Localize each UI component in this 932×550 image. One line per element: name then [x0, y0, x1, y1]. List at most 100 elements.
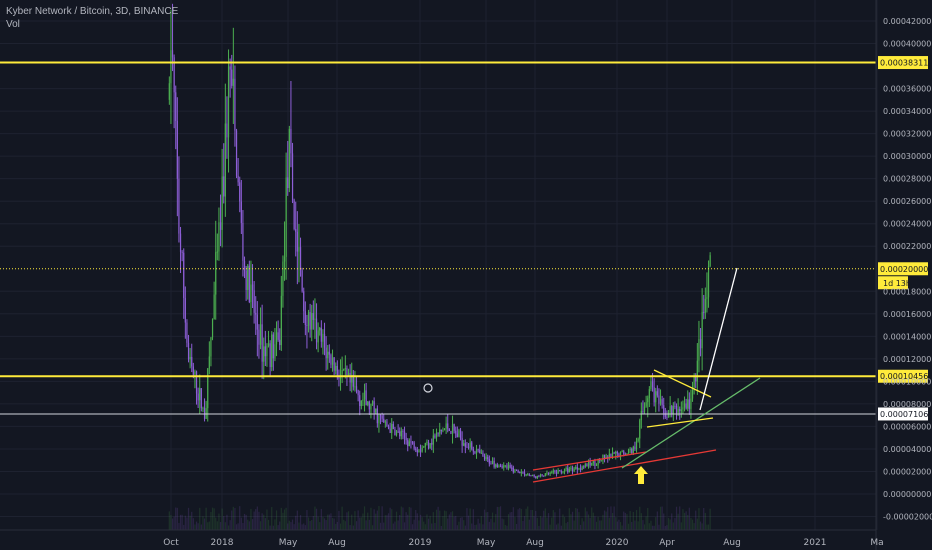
candle-body — [175, 92, 177, 121]
volume-bar — [255, 509, 257, 530]
volume-bar — [288, 520, 290, 530]
volume-bar — [615, 517, 617, 530]
volume-bar — [690, 517, 692, 530]
candle-body — [650, 381, 652, 390]
volume-bar — [562, 514, 564, 530]
candle-body — [231, 69, 233, 86]
price-tick-label: 0.00026000 — [883, 197, 931, 206]
candle-body — [239, 182, 241, 202]
volume-bar — [298, 522, 300, 530]
volume-bar — [231, 510, 233, 530]
candle-body — [344, 367, 346, 369]
candle-body — [461, 438, 463, 446]
volume-bar — [443, 510, 446, 530]
trend-lines[interactable] — [532, 267, 761, 483]
time-tick-label: 2021 — [804, 538, 827, 548]
volume-bar — [691, 519, 694, 530]
volume-bar — [343, 519, 345, 530]
horizontal-levels[interactable]: 0.00038311 0.00020000 0.00010456 0.00007106… — [0, 56, 928, 421]
candle-body — [255, 312, 257, 315]
volume-bar — [555, 524, 558, 530]
volume-bar — [499, 506, 502, 530]
candle-body — [370, 403, 372, 410]
candle-body — [347, 372, 350, 376]
volume-bar — [338, 510, 340, 530]
time-axis[interactable]: Oct 2018 May Aug 2019 May Aug 2020 Apr Aug 2021 Ma — [163, 538, 883, 548]
volume-bar — [698, 508, 700, 530]
candle-body — [591, 463, 593, 466]
volume-bar — [474, 525, 476, 530]
volume-bar — [639, 506, 641, 530]
candle-body — [386, 421, 388, 427]
volume-bar — [549, 524, 551, 530]
candle-body — [586, 464, 588, 467]
volume-bar — [203, 518, 206, 530]
volume-bar — [349, 525, 351, 530]
volume-bar — [560, 525, 562, 530]
volume-bar — [296, 510, 298, 530]
candle-body — [579, 468, 582, 471]
candle-body — [442, 430, 444, 432]
price-tag-bg — [878, 369, 928, 383]
candle-body — [368, 401, 370, 410]
candle-body — [394, 429, 396, 436]
candle-body — [683, 403, 686, 408]
volume-bar — [525, 508, 527, 530]
volume-bar — [195, 521, 198, 530]
price-tick-label: 0.00012000 — [883, 355, 931, 364]
candle-body — [322, 333, 324, 342]
volume-bar — [344, 521, 346, 530]
volume-bar — [435, 509, 438, 530]
candle-body — [511, 467, 513, 469]
volume-bar — [399, 514, 401, 530]
volume-bar — [287, 523, 289, 530]
candle-body — [215, 252, 217, 295]
candle-body — [493, 460, 495, 467]
volume-bar — [650, 520, 652, 530]
volume-bar — [290, 522, 292, 530]
candle-body — [267, 343, 270, 346]
volume-bar — [485, 512, 487, 530]
volume-bar — [245, 514, 247, 530]
volume-bar — [347, 511, 350, 530]
candle-body — [445, 423, 447, 429]
volume-bar — [333, 518, 335, 530]
volume-bar — [360, 517, 362, 530]
candle-body — [256, 314, 258, 330]
volume-bar — [546, 517, 548, 530]
volume-bar — [637, 521, 639, 530]
price-tag: 0.00007106 — [878, 407, 928, 421]
candle-body — [179, 233, 182, 252]
candle-body — [338, 377, 340, 379]
volume-bar — [383, 522, 385, 530]
candle-body — [613, 452, 615, 454]
candle-body — [647, 398, 649, 403]
candle-body — [429, 443, 431, 449]
candle-body — [576, 467, 578, 470]
volume-bar — [192, 518, 194, 530]
volume-bar — [309, 521, 311, 530]
candle-body — [642, 410, 644, 412]
volume-bar — [509, 512, 511, 530]
volume-bar — [706, 524, 708, 530]
time-tick-label: Aug — [723, 538, 741, 548]
candle-body — [197, 393, 199, 401]
volume-bar — [183, 524, 185, 530]
volume-bar — [432, 512, 434, 530]
volume-bar — [557, 523, 559, 530]
volume-bar — [263, 514, 265, 530]
volume-bar — [407, 514, 409, 530]
candle-body — [319, 327, 321, 331]
volume-bar — [176, 507, 178, 530]
volume-bar — [264, 518, 266, 530]
volume-bar — [275, 510, 278, 530]
volume-bar — [531, 509, 534, 530]
candle-body — [387, 426, 390, 429]
candle-body — [707, 266, 710, 298]
volume-bar — [235, 524, 238, 530]
volume-bar — [576, 508, 578, 530]
volume-bar — [507, 514, 510, 530]
volume-bar — [608, 517, 610, 530]
